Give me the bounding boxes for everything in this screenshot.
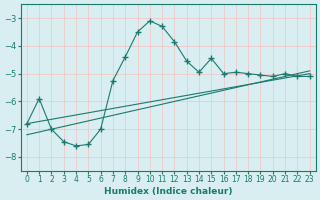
X-axis label: Humidex (Indice chaleur): Humidex (Indice chaleur) — [104, 187, 233, 196]
